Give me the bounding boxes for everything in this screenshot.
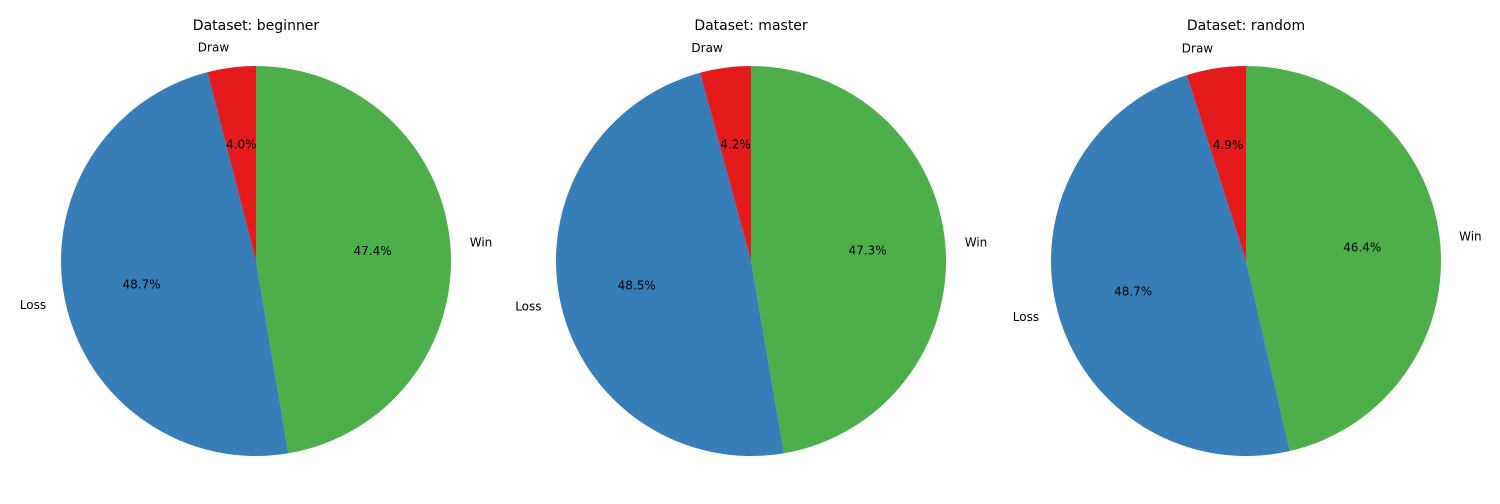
pie-slice-draw (1186, 66, 1246, 261)
chart-title: Dataset: random (1187, 18, 1305, 34)
pie-slice-win (751, 66, 947, 454)
slice-percent-win: 47.3% (849, 244, 887, 258)
pie-slice-draw (207, 66, 256, 261)
slice-percent-loss: 48.5% (618, 279, 656, 293)
pie-slice-loss (555, 72, 784, 457)
pie-chart-beginner: Dataset: beginner Win 47.4% Loss 48.7% Draw 4… (20, 18, 493, 457)
slice-label-draw: Draw (1182, 42, 1214, 56)
slice-label-draw: Draw (691, 41, 723, 55)
slice-percent-loss: 48.7% (122, 278, 160, 292)
pie-slice-loss (1050, 75, 1290, 457)
chart-title: Dataset: beginner (193, 18, 320, 34)
pie-slice-draw (700, 66, 751, 261)
pie-slice-win (1246, 66, 1442, 452)
slice-percent-draw: 4.0% (226, 137, 257, 151)
pie-slice-win (256, 66, 452, 454)
slice-label-loss: Loss (20, 298, 46, 312)
slice-percent-draw: 4.2% (720, 138, 751, 152)
slice-percent-win: 47.4% (354, 244, 392, 258)
slice-label-win: Win (1459, 229, 1482, 243)
slice-percent-loss: 48.7% (1114, 284, 1152, 298)
slice-label-loss: Loss (515, 300, 541, 314)
pie-chart-master: Dataset: master Win 47.3% Loss 48.5% Draw 4.2… (515, 18, 988, 457)
slice-label-win: Win (965, 235, 988, 249)
pie-chart-random: Dataset: random Win 46.4% Loss 48.7% Draw 4.9… (1013, 18, 1482, 457)
slice-label-win: Win (470, 236, 493, 250)
slice-label-draw: Draw (198, 41, 230, 55)
slice-label-loss: Loss (1013, 310, 1039, 324)
slice-percent-draw: 4.9% (1213, 138, 1244, 152)
slice-percent-win: 46.4% (1343, 240, 1381, 254)
chart-title: Dataset: master (694, 18, 808, 34)
pie-slice-loss (60, 72, 289, 457)
